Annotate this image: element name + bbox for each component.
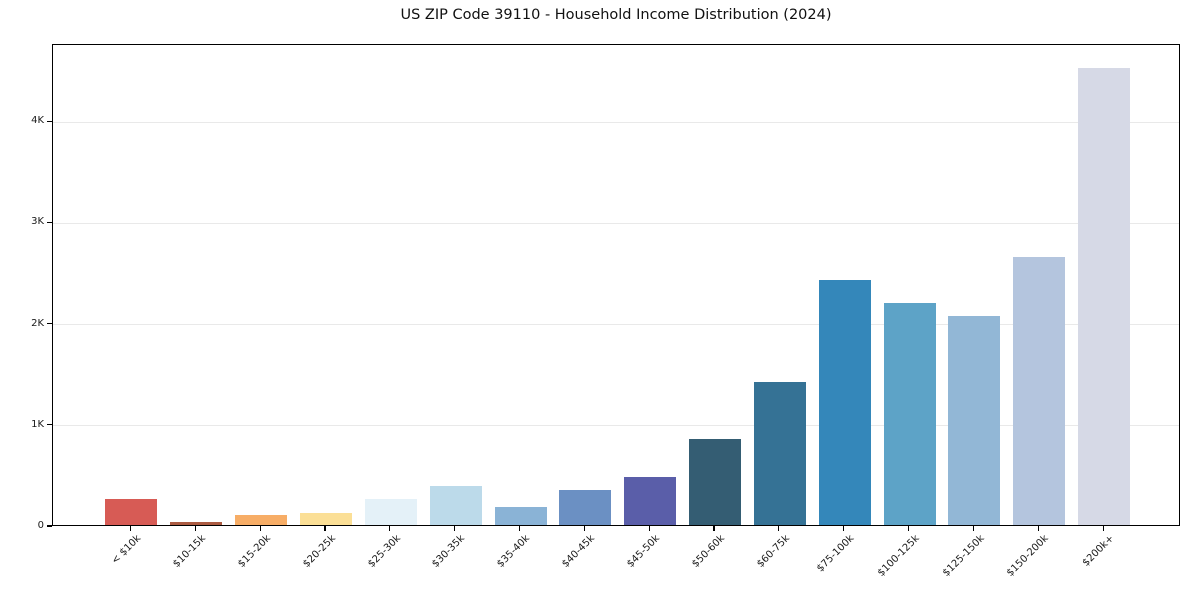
- x-tick-label-$15-20k: $15-20k: [235, 533, 273, 570]
- x-tick-label-$30-35k: $30-35k: [430, 533, 468, 570]
- x-tick-mark-$15-20k: [259, 526, 261, 531]
- y-tick-label-4K: 4K: [31, 115, 44, 127]
- x-tick-label-$10-15k: $10-15k: [171, 533, 209, 570]
- bar-$20-25k: [299, 512, 352, 525]
- x-tick-mark-$25-30k: [389, 526, 391, 531]
- y-tick-label-0: 0: [37, 520, 44, 531]
- bar-$15-20k: [235, 514, 288, 525]
- bar-< $10k: [105, 498, 158, 525]
- chart-title: US ZIP Code 39110 - Household Income Dis…: [400, 7, 832, 23]
- x-tick-mark-$40-45k: [583, 526, 585, 531]
- bar-$50-60k: [689, 438, 742, 525]
- x-tick-mark-$50-60k: [713, 526, 715, 531]
- x-tick-mark-$10-15k: [194, 526, 196, 531]
- x-tick-mark-$125-150k: [972, 526, 975, 531]
- x-tick-mark-$30-35k: [454, 526, 456, 531]
- x-tick-label-$40-45k: $40-45k: [560, 533, 598, 570]
- x-tick-label-$100-125k: $100-125k: [875, 533, 922, 579]
- x-tick-label-$60-75k: $60-75k: [754, 533, 792, 570]
- bar-$200k+: [1078, 67, 1131, 525]
- y-tick-mark-3K: [47, 221, 52, 223]
- y-tick-label-2K: 2K: [31, 317, 44, 329]
- x-tick-mark-$150-200k: [1037, 526, 1039, 531]
- y-tick-mark-4K: [47, 120, 52, 122]
- bar-$150-200k: [1013, 256, 1066, 525]
- x-tick-label-$50-60k: $50-60k: [689, 533, 727, 570]
- bar-$60-75k: [753, 382, 806, 525]
- x-tick-label-$200k+: $200k+: [1080, 533, 1116, 569]
- plot-area: [52, 44, 1180, 526]
- x-tick-label-$125-150k: $125-150k: [940, 533, 987, 579]
- x-tick-label-$45-50k: $45-50k: [625, 533, 662, 570]
- y-tick-label-3K: 3K: [31, 216, 44, 228]
- x-tick-mark-$200k+: [1102, 526, 1104, 531]
- x-tick-label-$150-200k: $150-200k: [1005, 533, 1052, 579]
- y-tick-mark-0: [47, 525, 52, 527]
- y-tick-mark-2K: [47, 323, 52, 325]
- bar-$45-50k: [624, 477, 677, 525]
- x-tick-label-< $10k: < $10k: [109, 533, 144, 567]
- bar-$25-30k: [364, 498, 417, 525]
- gridline-3K: [53, 222, 1179, 224]
- x-tick-mark-$20-25k: [324, 526, 326, 531]
- x-tick-mark-$45-50k: [648, 526, 650, 531]
- bar-$100-125k: [883, 303, 936, 525]
- x-tick-mark-$75-100k: [843, 526, 845, 531]
- x-tick-mark-< $10k: [129, 526, 131, 531]
- bar-$10-15k: [170, 522, 223, 525]
- x-tick-mark-$35-40k: [518, 526, 521, 531]
- x-tick-mark-$60-75k: [778, 526, 780, 531]
- bar-$125-150k: [948, 315, 1001, 525]
- x-tick-label-$35-40k: $35-40k: [495, 533, 533, 570]
- gridline-4K: [53, 121, 1179, 123]
- x-tick-label-$20-25k: $20-25k: [300, 533, 338, 570]
- x-tick-label-$25-30k: $25-30k: [365, 533, 403, 570]
- x-tick-label-$75-100k: $75-100k: [815, 533, 857, 575]
- bar-$75-100k: [818, 280, 871, 525]
- bar-$35-40k: [494, 506, 547, 525]
- gridline-1K: [53, 425, 1179, 427]
- bar-$30-35k: [429, 486, 482, 525]
- y-tick-label-1K: 1K: [31, 418, 44, 430]
- gridline-2K: [53, 324, 1179, 326]
- y-tick-mark-1K: [47, 424, 52, 426]
- x-tick-mark-$100-125k: [908, 526, 910, 531]
- bar-$40-45k: [559, 489, 612, 525]
